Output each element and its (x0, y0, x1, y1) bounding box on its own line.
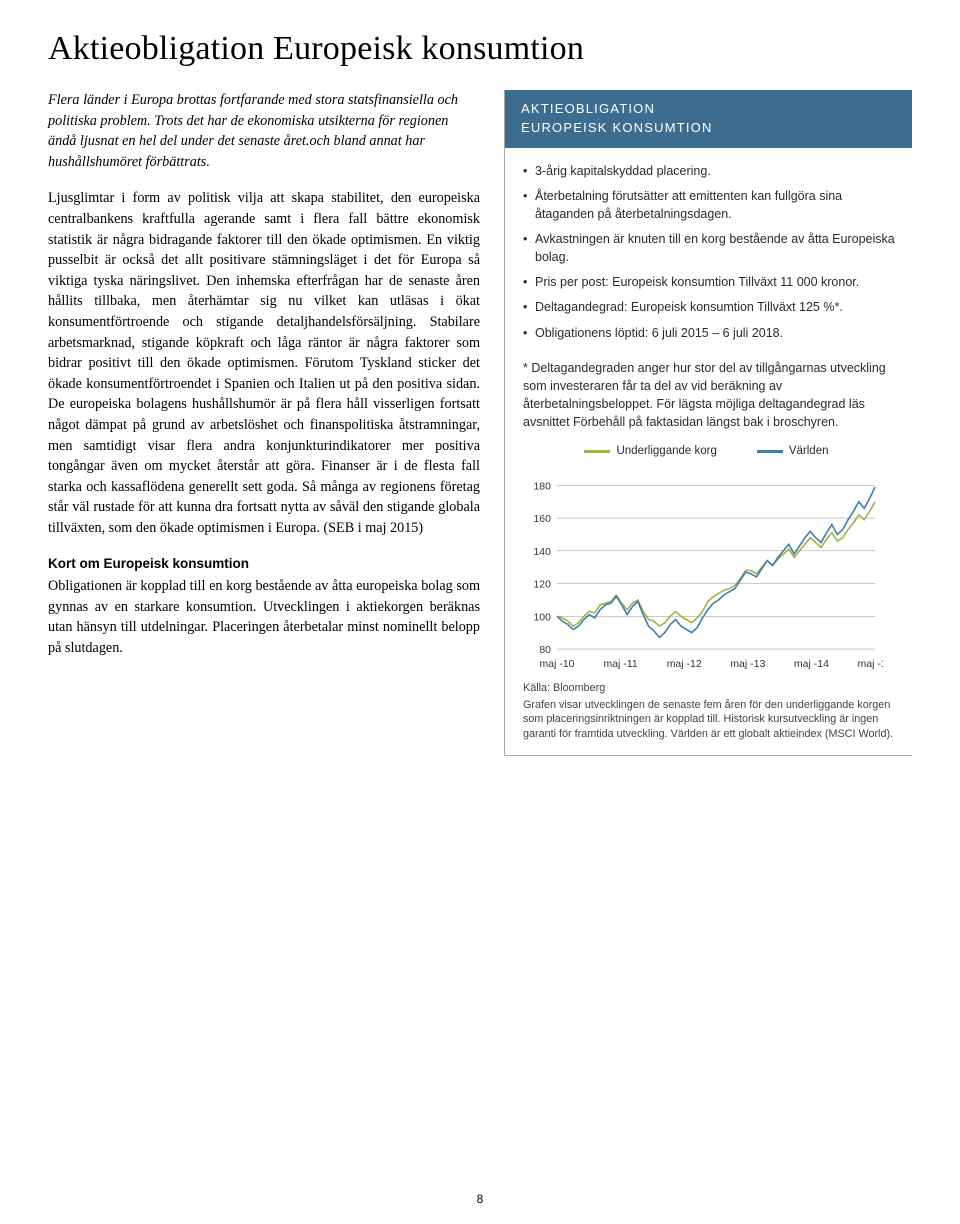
bullet-item: Pris per post: Europeisk konsumtion Till… (523, 273, 898, 291)
sidebar-body: 3-årig kapitalskyddad placering. Återbeta… (505, 148, 912, 359)
svg-text:100: 100 (533, 611, 551, 623)
subheading: Kort om Europeisk konsumtion (48, 554, 480, 574)
legend-label: Världen (789, 445, 829, 457)
chart-container: Underliggande korg Världen 80 100 120 140 160… (505, 431, 912, 673)
sub-body-paragraph: Obligationen är kopplad till en korg bes… (48, 576, 480, 658)
legend-item: Underliggande korg (584, 445, 716, 457)
sidebar-header-line2: EUROPEISK KONSUMTION (521, 120, 713, 135)
svg-text:maj -10: maj -10 (539, 658, 574, 670)
sidebar-footnote: * Deltagandegraden anger hur stor del av… (505, 359, 912, 432)
bullet-list: 3-årig kapitalskyddad placering. Återbeta… (523, 162, 898, 342)
svg-text:140: 140 (533, 546, 551, 558)
svg-text:120: 120 (533, 579, 551, 591)
bullet-item: Återbetalning förutsätter att emittenten… (523, 187, 898, 223)
page-number: 8 (0, 1192, 960, 1206)
bullet-item: Avkastningen är knuten till en korg best… (523, 230, 898, 266)
content-columns: Flera länder i Europa brottas fortfarand… (48, 90, 912, 756)
chart-caption: Källa: Bloomberg Grafen visar utveckling… (505, 673, 912, 741)
chart-legend: Underliggande korg Världen (523, 445, 900, 457)
bullet-item: Deltagandegrad: Europeisk konsumtion Til… (523, 298, 898, 316)
svg-text:maj -12: maj -12 (667, 658, 702, 670)
sidebar-header: AKTIEOBLIGATION EUROPEISK KONSUMTION (505, 90, 912, 148)
line-chart: 80 100 120 140 160 180 maj -10 maj -11 maj -12 ma… (523, 463, 883, 673)
svg-text:80: 80 (539, 644, 551, 656)
svg-text:180: 180 (533, 481, 551, 493)
legend-swatch (584, 450, 610, 453)
right-column: AKTIEOBLIGATION EUROPEISK KONSUMTION 3-å… (504, 90, 912, 756)
sidebar-box: AKTIEOBLIGATION EUROPEISK KONSUMTION 3-å… (504, 90, 912, 756)
bullet-item: 3-årig kapitalskyddad placering. (523, 162, 898, 180)
body-paragraph: Ljusglimtar i form av politisk vilja att… (48, 188, 480, 538)
legend-swatch (757, 450, 783, 453)
chart-source: Källa: Bloomberg (523, 681, 898, 696)
svg-text:maj -14: maj -14 (794, 658, 829, 670)
svg-text:maj -11: maj -11 (603, 658, 637, 670)
legend-item: Världen (757, 445, 829, 457)
page-title: Aktieobligation Europeisk konsumtion (48, 30, 912, 68)
bullet-item: Obligationens löptid: 6 juli 2015 – 6 ju… (523, 324, 898, 342)
chart-caption-text: Grafen visar utvecklingen de senaste fem… (523, 698, 898, 742)
svg-text:maj -13: maj -13 (730, 658, 765, 670)
legend-label: Underliggande korg (616, 445, 716, 457)
sidebar-header-line1: AKTIEOBLIGATION (521, 101, 655, 116)
svg-text:maj -15: maj -15 (857, 658, 883, 670)
intro-paragraph: Flera länder i Europa brottas fortfarand… (48, 90, 480, 172)
left-column: Flera länder i Europa brottas fortfarand… (48, 90, 480, 756)
svg-text:160: 160 (533, 513, 551, 525)
